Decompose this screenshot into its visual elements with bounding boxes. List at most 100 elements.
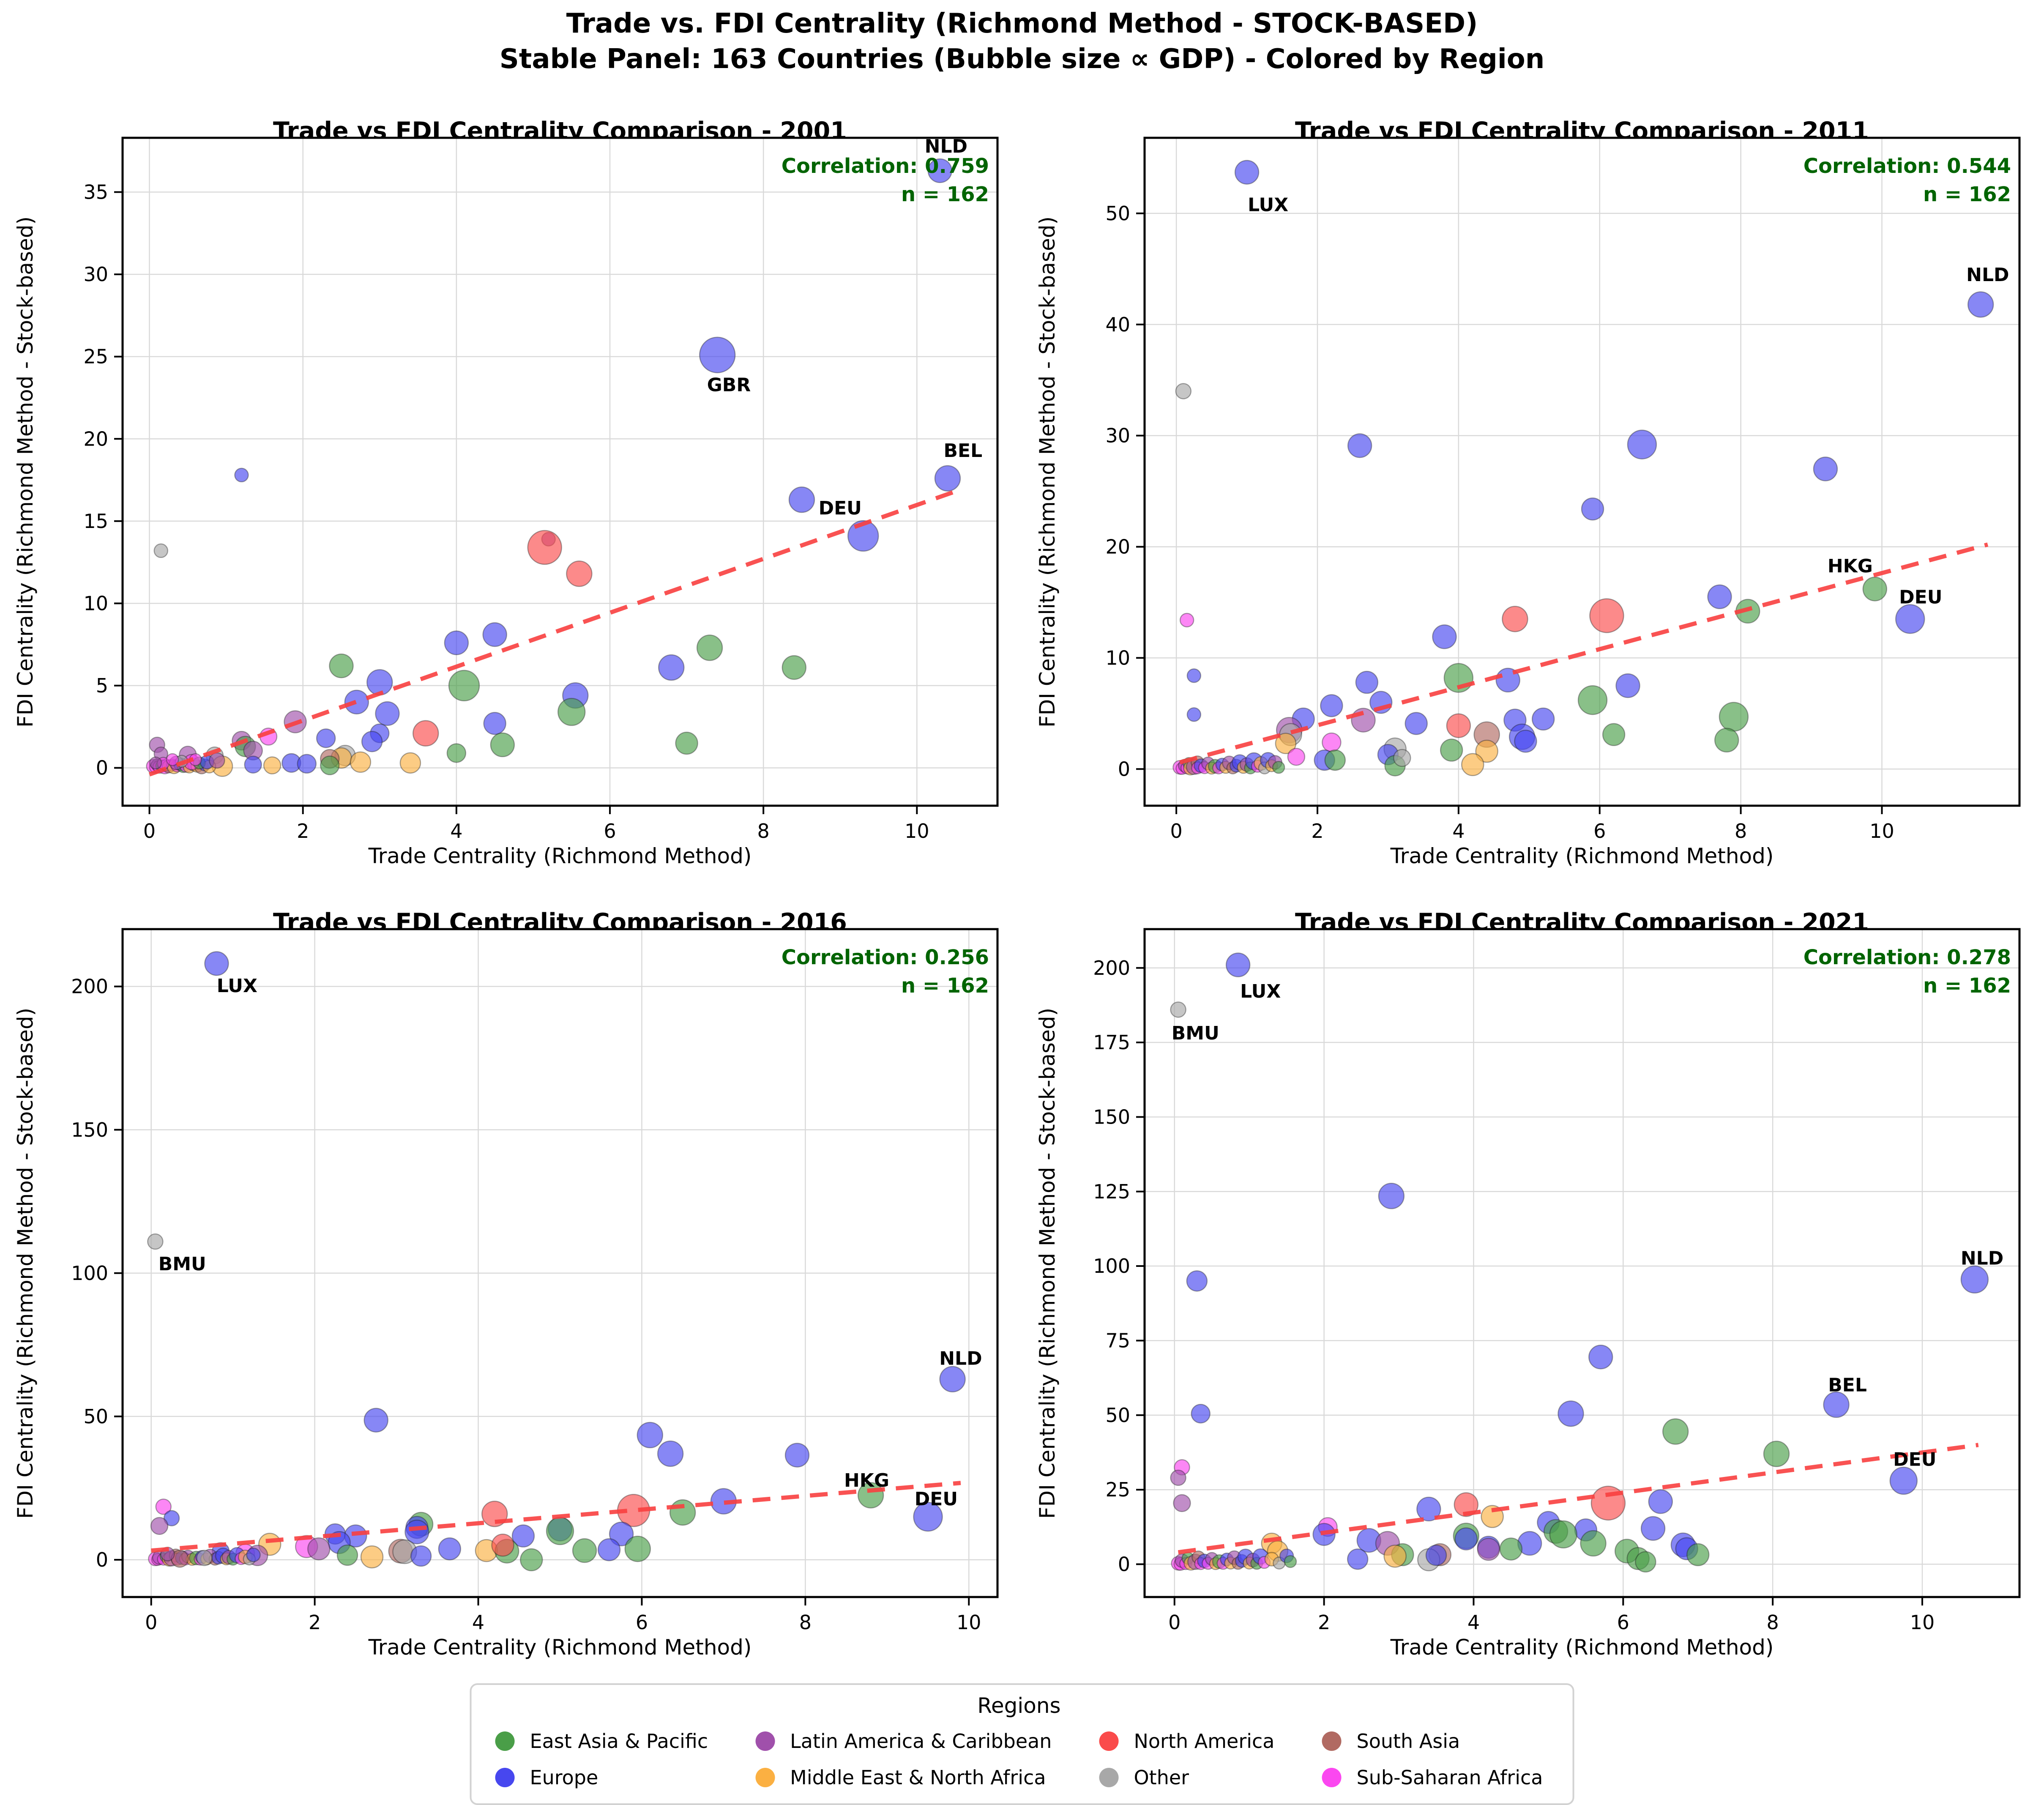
data-point-nam [1502,606,1528,632]
data-point-nam [1454,1492,1479,1517]
country-label-deu: DEU [1899,587,1942,608]
x-tick-label: 4 [1467,1611,1480,1634]
data-point-eur [1432,624,1457,649]
data-point-eur [1960,1265,1989,1294]
legend-label: Middle East & North Africa [790,1766,1046,1789]
x-tick-label: 0 [1170,820,1182,842]
data-point-eur [1454,1527,1478,1551]
country-label-nld: NLD [1966,264,2009,286]
scatter-plot-2001: 0 2 4 6 8 10 0 5 10 15 20 25 30 35 NLD GBR BEL DEU [83,136,999,842]
correlation-value: Correlation: 0.278 [1803,946,2011,969]
data-point-eap [546,1517,574,1545]
data-point-ssa [1322,732,1342,752]
x-tick-label: 0 [1168,1611,1180,1634]
x-tick-label: 0 [143,820,156,842]
country-label-deu: DEU [915,1488,958,1510]
plot-border [121,928,999,1598]
data-point-eur [1558,1400,1584,1427]
data-point-eap [490,732,515,758]
legend-item-sas: South Asia [1322,1730,1543,1753]
panel-grid: Trade vs FDI Centrality Comparison - 200… [0,88,2044,1671]
data-point-eap [782,655,807,680]
data-point-eur [597,1538,621,1562]
correlation-annotation: Correlation: 0.544 n = 162 [1804,152,2011,209]
data-point-eur [444,630,469,655]
y-tick-label: 200 [71,975,108,998]
sample-size: n = 162 [1923,974,2011,998]
region-legend: Regions East Asia & Pacific Europe Latin A… [470,1683,1574,1805]
plot-border [121,137,999,807]
x-axis-label: Trade Centrality (Richmond Method) [368,1635,752,1660]
y-tick-label: 0 [1118,1553,1130,1576]
data-point-eur [609,1521,634,1547]
data-point-eur [1648,1489,1673,1514]
figure-header: Trade vs. FDI Centrality (Richmond Metho… [0,6,2044,77]
x-tick-label: 6 [1593,820,1606,842]
x-tick-label: 4 [450,820,462,842]
data-point-eap [1580,1530,1607,1557]
data-point-eur [913,1501,943,1532]
legend-label: Latin America & Caribbean [790,1730,1052,1753]
y-tick-label: 50 [1105,1404,1130,1427]
data-point-eur [1225,952,1251,977]
data-point-eur [246,1548,261,1562]
trend-line [1179,542,1989,765]
data-point-eur [1405,712,1428,735]
y-tick-label: 200 [1093,957,1130,979]
plot-background [1145,929,2019,1597]
data-point-eap [1635,1551,1656,1573]
data-point-eap [448,670,480,702]
data-point-eap [329,653,354,678]
data-point-lac [307,1537,331,1561]
x-tick-label: 8 [1767,1611,1779,1634]
data-point-eap [1686,1543,1710,1567]
data-point-mena [399,752,421,774]
data-point-eap [446,743,467,763]
data-point-eur [1320,694,1343,717]
data-point-lac [149,756,162,770]
data-point-eur [927,158,953,183]
plot-background [123,929,997,1597]
data-point-eap [669,1499,696,1526]
y-tick-label: 75 [1105,1329,1130,1352]
data-point-eur [637,1422,664,1449]
data-point-oth [147,1233,164,1250]
legend-label: Europe [530,1766,598,1789]
x-tick-label: 2 [1318,1611,1330,1634]
data-point-nam [527,530,562,565]
data-point-eap [1324,749,1346,771]
legend-swatch [1099,1731,1119,1751]
y-tick-label: 10 [83,592,108,615]
data-point-mena [1275,733,1297,755]
y-tick-label: 25 [1105,1478,1130,1501]
y-tick-label: 0 [96,757,108,779]
data-point-eur [234,468,249,483]
data-point-eur [1514,730,1537,753]
data-point-eur [1581,497,1604,521]
data-point-eap [1549,1520,1578,1549]
y-tick-label: 20 [1105,536,1130,558]
country-label-nld: NLD [1961,1248,2003,1269]
legend-items: East Asia & Pacific Europe Latin America &… [495,1730,1543,1789]
data-point-oth [1393,749,1411,767]
data-point-nam [1446,713,1471,738]
data-point-eap [1714,727,1739,753]
data-point-eap [675,731,698,755]
data-point-eap [336,1544,358,1566]
x-tick-label: 0 [145,1611,157,1634]
data-point-eur [699,336,736,373]
country-label-hkg: HKG [1828,555,1873,577]
data-point-lac [1170,1469,1186,1486]
data-point-ssa [155,1499,172,1515]
data-point-eur [1347,433,1372,458]
data-point-eap [1440,738,1463,762]
data-point-eur [344,689,369,715]
country-label-gbr: GBR [707,374,751,396]
y-tick-label: 175 [1093,1031,1130,1054]
correlation-value: Correlation: 0.759 [781,154,989,178]
data-point-eur [410,1545,432,1567]
data-point-eur [163,1510,180,1526]
x-tick-label: 10 [1869,820,1894,842]
data-point-nam [566,561,593,587]
